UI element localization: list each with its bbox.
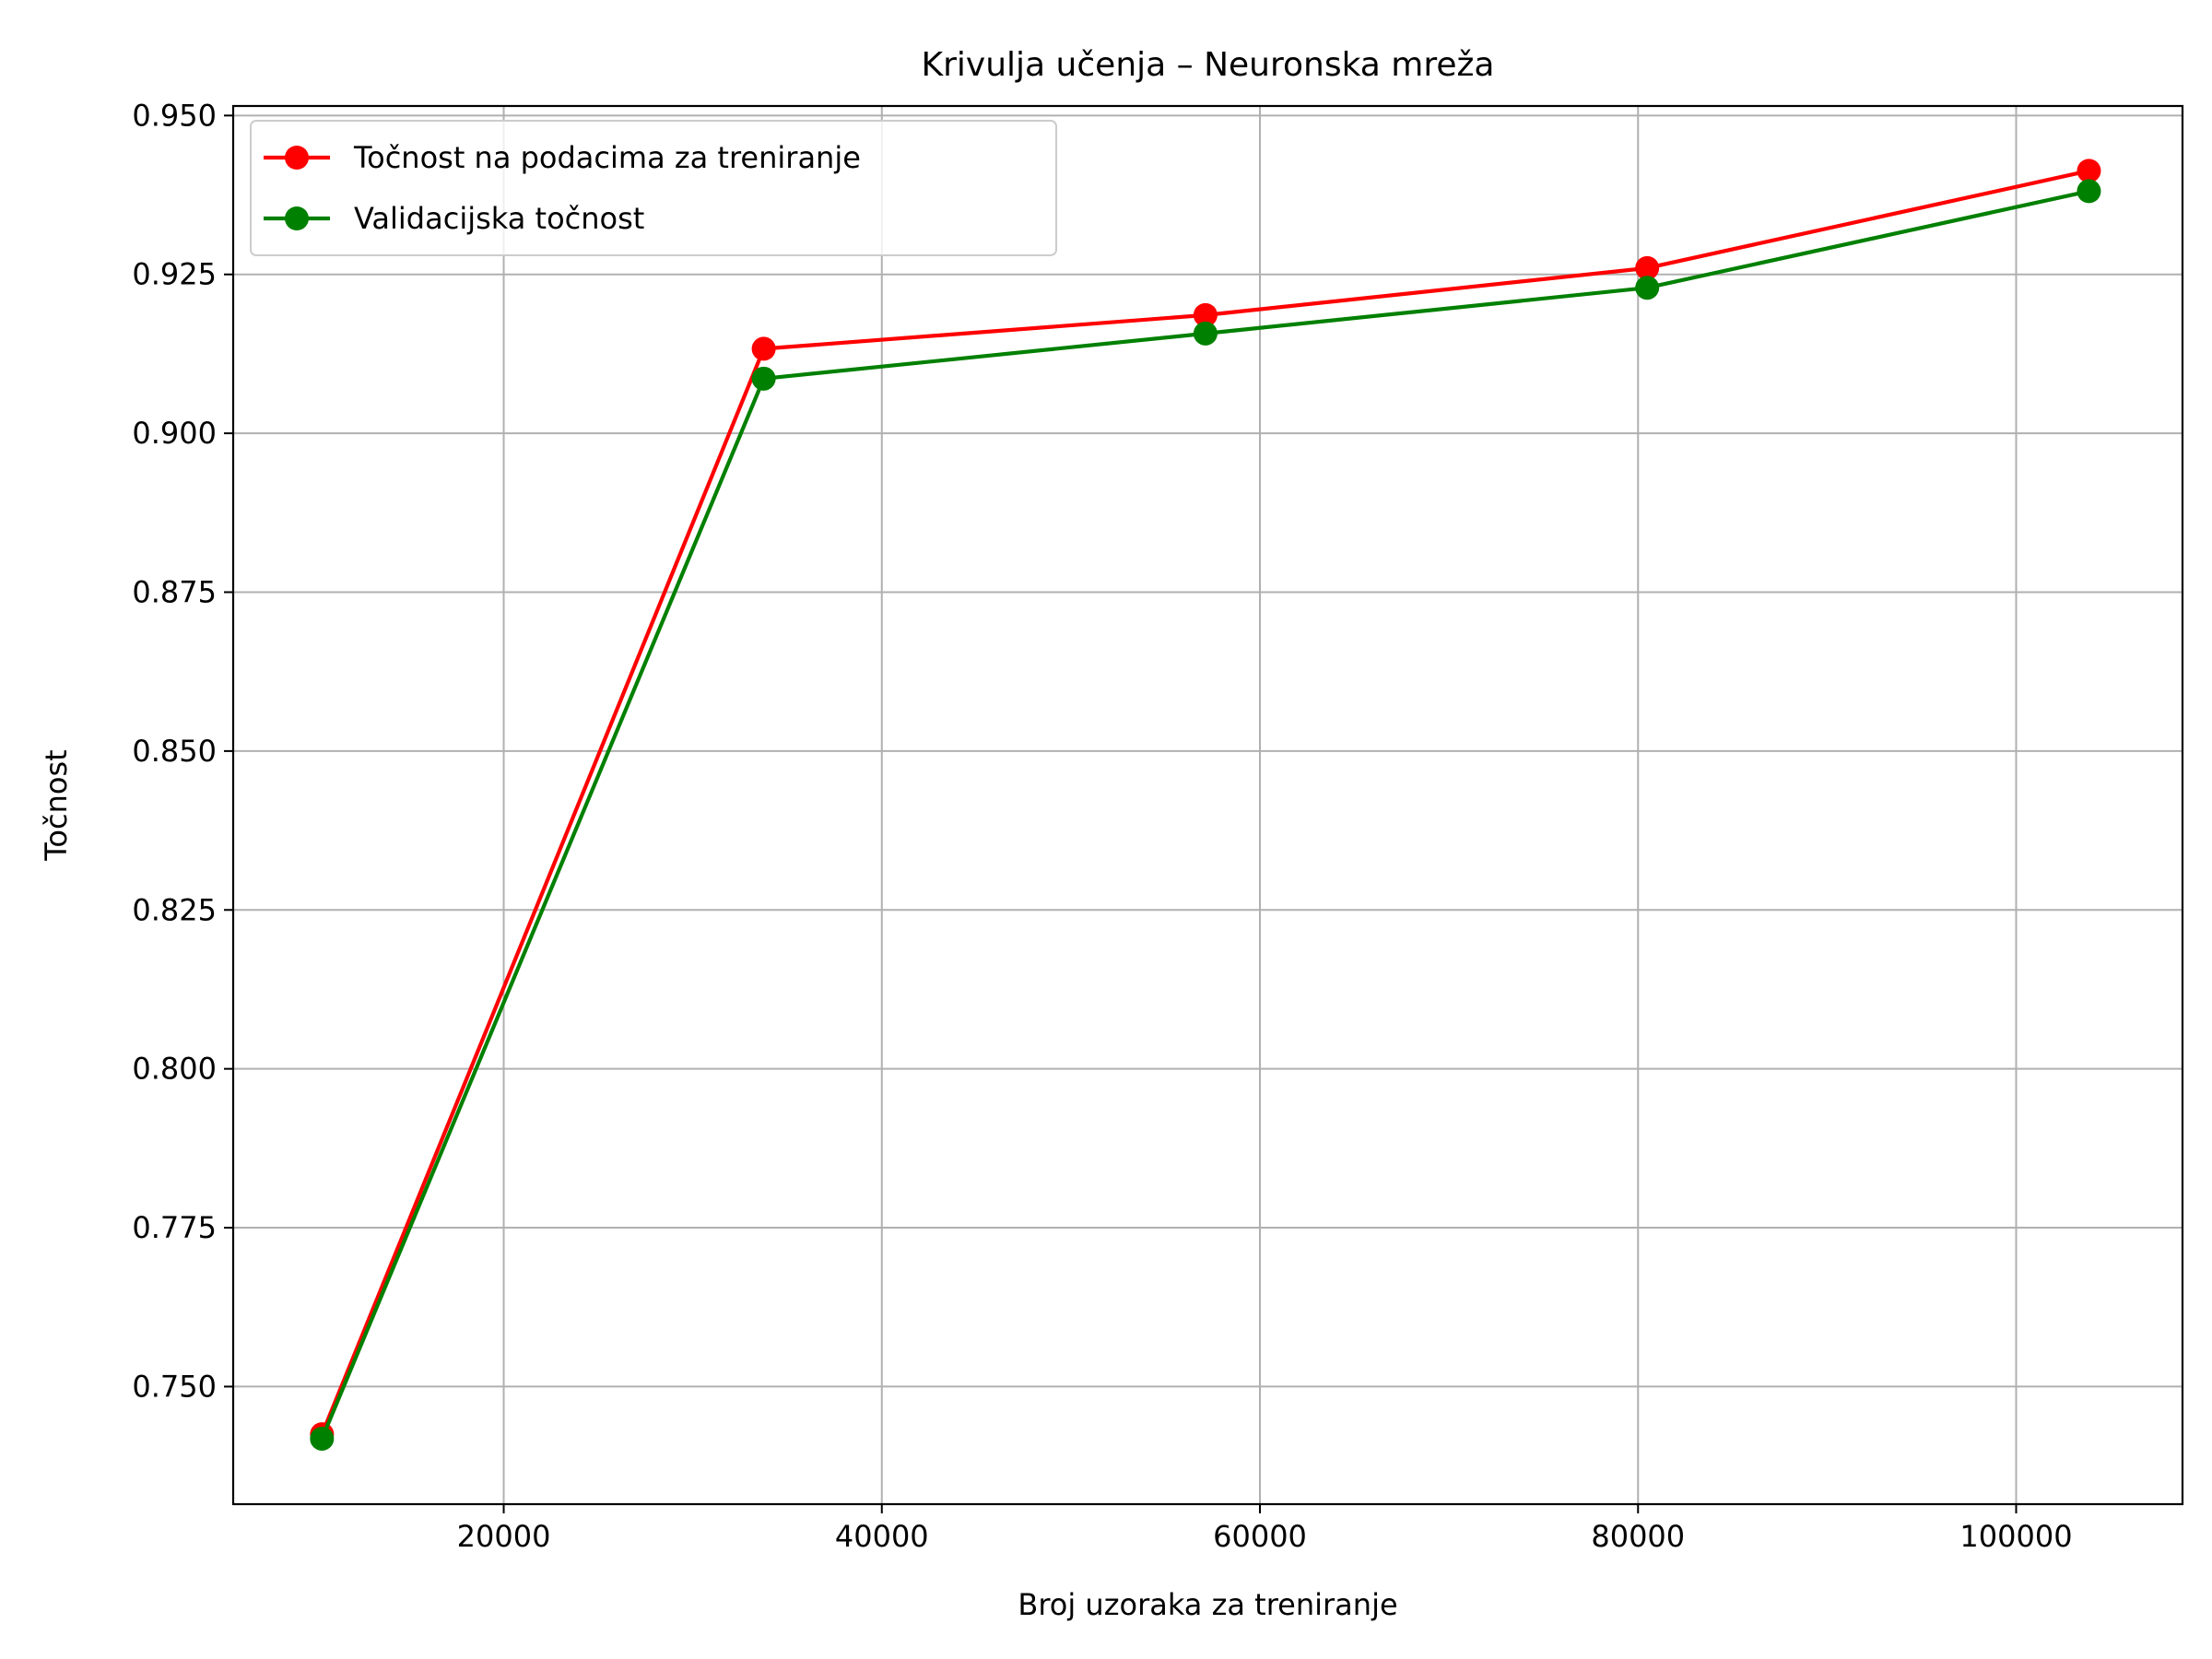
x-tick-label: 60000	[1213, 1519, 1307, 1554]
legend-marker	[285, 206, 309, 230]
data-point	[751, 366, 776, 391]
y-tick-label: 0.800	[132, 1052, 217, 1087]
chart-title: Krivulja učenja – Neuronska mreža	[922, 46, 1495, 84]
legend-label: Točnost na podacima za treniranje	[353, 140, 861, 175]
data-point	[1635, 255, 1660, 280]
x-axis-label: Broj uzoraka za treniranje	[1018, 1587, 1397, 1622]
legend-box	[250, 120, 1057, 256]
legend-marker	[285, 146, 309, 170]
plot-frame	[231, 104, 2184, 1506]
x-tick-label: 20000	[457, 1519, 551, 1554]
data-point	[1193, 302, 1218, 327]
data-point	[1193, 321, 1218, 346]
y-tick-label: 0.875	[132, 575, 217, 610]
y-tick-label: 0.925	[132, 257, 217, 292]
data-point	[2077, 179, 2101, 204]
y-tick-label: 0.750	[132, 1369, 217, 1404]
series-2	[310, 179, 2101, 1451]
x-tick-label: 80000	[1591, 1519, 1685, 1554]
x-tick-label: 40000	[835, 1519, 929, 1554]
y-tick-label: 0.825	[132, 892, 217, 927]
data-point	[751, 336, 776, 361]
data-point	[2077, 159, 2101, 183]
y-tick-label: 0.900	[132, 416, 217, 451]
axis-ticks: 20000 40000 60000 80000 100000 0.750 0.775 0.80…	[132, 98, 2072, 1554]
series-layer	[310, 159, 2101, 1451]
y-tick-label: 0.850	[132, 734, 217, 769]
legend: Točnost na podacima za treniranje Validac…	[250, 120, 1057, 256]
data-point	[1635, 276, 1660, 300]
y-axis-label: Točnost	[39, 749, 74, 861]
grid-lines	[233, 106, 2183, 1504]
y-tick-label: 0.775	[132, 1210, 217, 1245]
x-tick-label: 100000	[1959, 1519, 2072, 1554]
legend-label: Validacijska točnost	[354, 201, 644, 236]
y-tick-label: 0.950	[132, 98, 217, 133]
data-point	[310, 1426, 335, 1451]
